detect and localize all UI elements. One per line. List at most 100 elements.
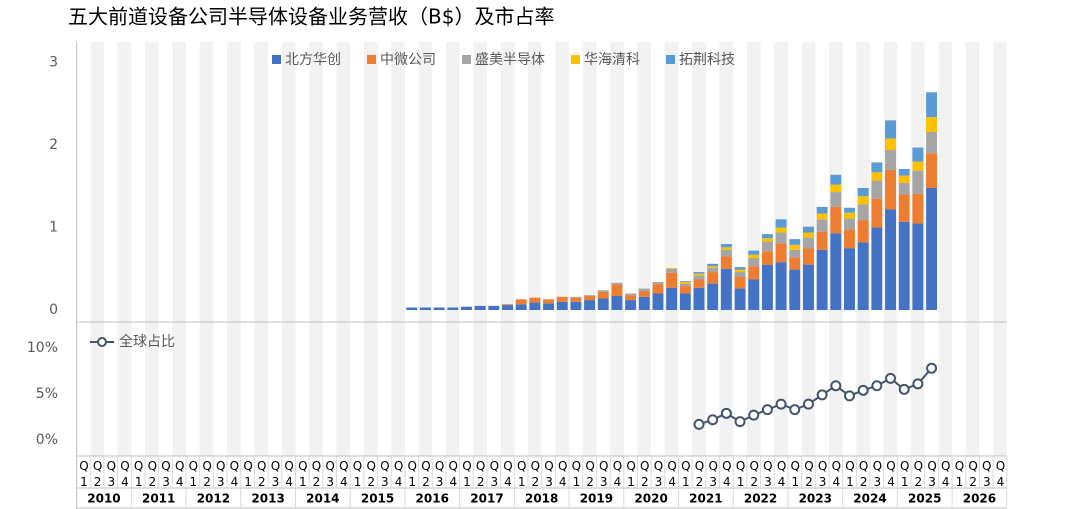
bar-segment (611, 295, 623, 310)
bar-segment (433, 307, 445, 310)
bar-segment (734, 269, 746, 273)
bar-segment (625, 293, 637, 296)
bar-segment (748, 254, 760, 259)
band (227, 42, 241, 456)
x-tick-label: Q1 (952, 459, 966, 491)
x-tick-label: Q3 (816, 459, 830, 491)
bar-segment (734, 272, 746, 278)
year-label: 2023 (799, 492, 832, 506)
x-tick-label: Q2 (145, 459, 159, 491)
x-tick-label: Q3 (925, 459, 939, 491)
x-tick-label: Q4 (884, 459, 898, 491)
bar-segment (707, 272, 719, 284)
legend-swatch (367, 55, 376, 64)
bar-segment (761, 241, 773, 252)
bar-segment (488, 305, 500, 310)
x-tick-label: Q4 (227, 459, 241, 491)
x-tick-label: Q3 (761, 459, 775, 491)
marker (830, 380, 842, 392)
year-label: 2018 (525, 492, 558, 506)
marker (761, 404, 773, 416)
marker (857, 384, 869, 396)
bar-segment (406, 307, 418, 310)
bar-segment (707, 263, 719, 267)
bar-segment (912, 147, 924, 162)
bar-segment (844, 218, 855, 231)
bar-segment (666, 272, 678, 288)
y-tick-label: 10% (27, 340, 58, 356)
year-label: 2011 (142, 492, 175, 506)
x-tick-label: Q2 (911, 459, 925, 491)
year-label: 2021 (689, 492, 722, 506)
x-tick-label: Q1 (241, 459, 255, 491)
bar-segment (871, 198, 883, 228)
bar-segment (789, 244, 801, 250)
bar-segment (816, 219, 828, 232)
bar-segment (775, 219, 787, 228)
y-tick-label: 3 (49, 55, 58, 71)
bar-segment (502, 304, 513, 306)
bar-segment (926, 187, 938, 310)
bar-segment (666, 268, 678, 273)
bar-segment (802, 232, 814, 238)
x-tick-label: Q3 (487, 459, 501, 491)
legend-label: 北方华创 (285, 52, 341, 68)
legend-marker (97, 337, 107, 347)
x-tick-label: Q4 (173, 459, 187, 491)
year-label: 2014 (306, 492, 339, 506)
bar-segment (789, 249, 801, 258)
band (555, 42, 570, 456)
band (993, 42, 1007, 456)
bar-segment (597, 291, 609, 299)
x-tick-label: Q2 (309, 459, 323, 491)
band (637, 42, 652, 456)
band (363, 42, 378, 456)
bar-segment (912, 193, 924, 224)
bar-segment (898, 194, 910, 222)
bar-segment (515, 299, 527, 305)
bar-segment (720, 249, 732, 257)
bar-segment (926, 117, 938, 132)
legend-label: 华海清科 (584, 52, 640, 68)
band (90, 42, 104, 456)
x-tick-label: Q3 (268, 459, 282, 491)
bar-segment (734, 288, 746, 310)
bar-segment (830, 174, 842, 185)
x-tick-label: Q4 (556, 459, 570, 491)
marker (802, 398, 814, 410)
bar-segment (666, 267, 678, 269)
bar-segment (789, 239, 801, 245)
bar-segment (816, 231, 828, 250)
band (610, 42, 624, 456)
bar-segment (597, 298, 609, 310)
y-tick-label: 1 (49, 220, 58, 236)
legend-label: 盛美半导体 (475, 52, 545, 68)
band (473, 42, 487, 456)
bar-segment (775, 232, 787, 244)
year-label: 2026 (963, 492, 996, 506)
band (391, 42, 405, 456)
bar-segment (693, 287, 705, 310)
bar-segment (857, 242, 869, 310)
x-tick-label: Q4 (282, 459, 296, 491)
year-label: 2022 (744, 492, 777, 506)
bar-segment (912, 223, 924, 310)
legend-swatch (272, 55, 281, 64)
x-tick-label: Q3 (323, 459, 337, 491)
bar-segment (720, 244, 732, 248)
bar-segment (802, 226, 814, 233)
legend-label: 拓荆科技 (679, 52, 735, 68)
bar-segment (830, 206, 842, 234)
marker (871, 380, 883, 392)
x-tick-label: Q2 (693, 459, 707, 491)
bar-segment (912, 161, 924, 171)
y-tick-label: 0 (49, 302, 58, 318)
marker (748, 409, 760, 421)
bar-segment (584, 295, 596, 296)
year-label: 2012 (197, 492, 230, 506)
legend-swatch (462, 55, 471, 64)
bar-segment (652, 281, 664, 285)
bar-segment (734, 267, 746, 270)
bar-segment (761, 238, 773, 242)
bar-segment (748, 266, 760, 280)
